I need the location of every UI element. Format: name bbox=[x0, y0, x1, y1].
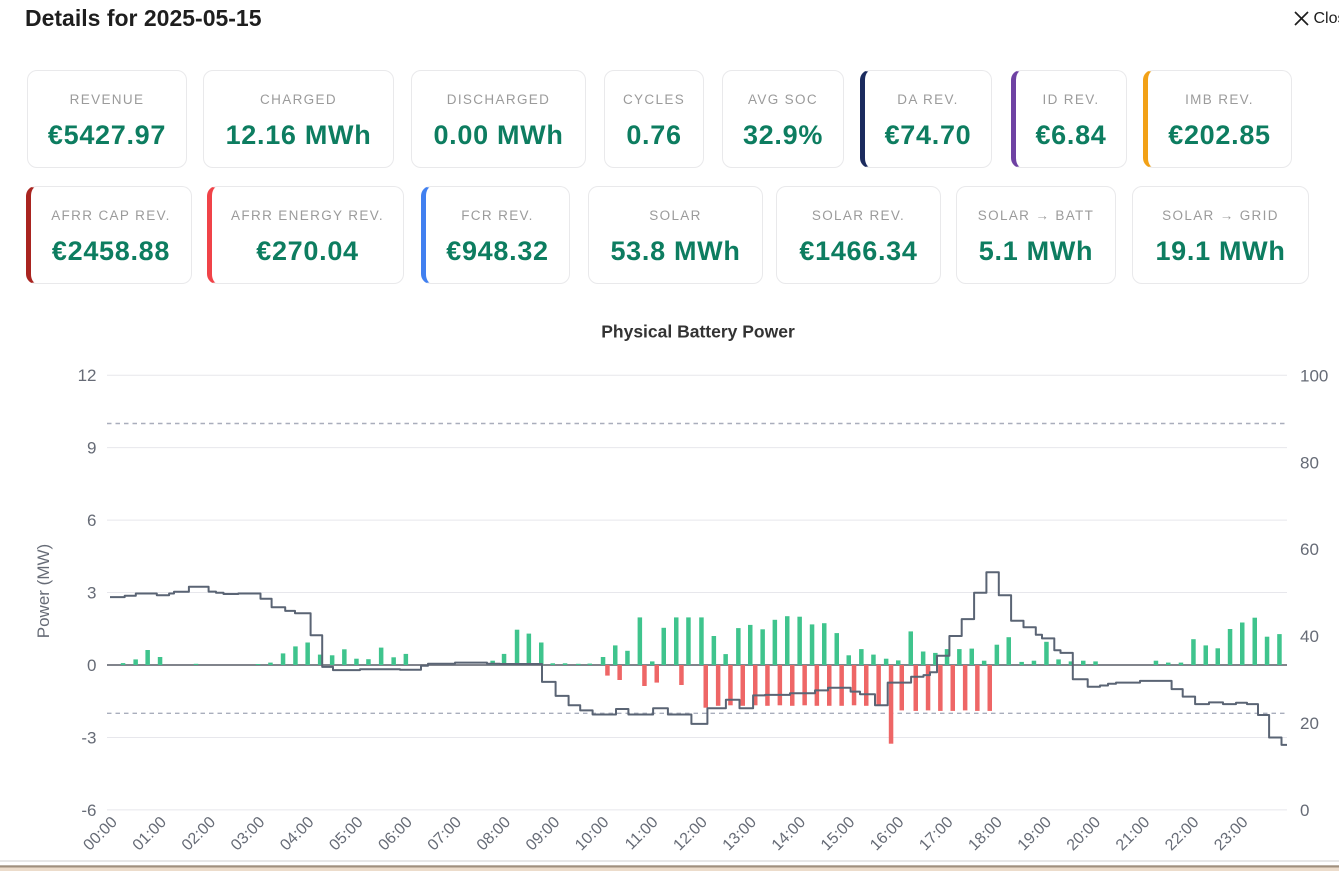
svg-text:21:00: 21:00 bbox=[1113, 814, 1153, 854]
svg-text:19:00: 19:00 bbox=[1015, 814, 1055, 854]
svg-text:9: 9 bbox=[87, 439, 96, 458]
svg-text:12:00: 12:00 bbox=[670, 814, 710, 854]
svg-text:100: 100 bbox=[1300, 366, 1328, 385]
svg-text:-3: -3 bbox=[81, 728, 96, 747]
svg-text:40: 40 bbox=[1300, 627, 1319, 646]
svg-text:17:00: 17:00 bbox=[916, 814, 956, 854]
svg-text:16:00: 16:00 bbox=[867, 814, 907, 854]
svg-text:15:00: 15:00 bbox=[818, 814, 858, 854]
svg-text:-6: -6 bbox=[81, 801, 96, 820]
svg-text:03:00: 03:00 bbox=[228, 814, 268, 854]
svg-text:04:00: 04:00 bbox=[277, 814, 317, 854]
svg-text:23:00: 23:00 bbox=[1211, 814, 1251, 854]
svg-text:60: 60 bbox=[1300, 540, 1319, 559]
svg-text:Physical Battery Power: Physical Battery Power bbox=[601, 322, 795, 342]
svg-text:80: 80 bbox=[1300, 453, 1319, 472]
svg-text:Power (MW): Power (MW) bbox=[34, 544, 53, 638]
svg-text:12: 12 bbox=[78, 366, 97, 385]
svg-text:6: 6 bbox=[87, 511, 96, 530]
svg-text:18:00: 18:00 bbox=[965, 814, 1005, 854]
svg-text:0: 0 bbox=[87, 656, 96, 675]
svg-text:09:00: 09:00 bbox=[523, 814, 563, 854]
svg-text:14:00: 14:00 bbox=[769, 814, 809, 854]
svg-text:08:00: 08:00 bbox=[474, 814, 514, 854]
svg-text:02:00: 02:00 bbox=[179, 814, 219, 854]
svg-text:10:00: 10:00 bbox=[572, 814, 612, 854]
svg-text:22:00: 22:00 bbox=[1162, 814, 1202, 854]
svg-text:13:00: 13:00 bbox=[720, 814, 760, 854]
svg-text:05:00: 05:00 bbox=[326, 814, 366, 854]
svg-text:06:00: 06:00 bbox=[375, 814, 415, 854]
svg-text:07:00: 07:00 bbox=[425, 814, 465, 854]
svg-text:0: 0 bbox=[1300, 801, 1309, 820]
svg-text:11:00: 11:00 bbox=[622, 814, 662, 854]
svg-text:01:00: 01:00 bbox=[130, 814, 170, 854]
svg-text:3: 3 bbox=[87, 584, 96, 603]
svg-text:20: 20 bbox=[1300, 714, 1319, 733]
svg-text:20:00: 20:00 bbox=[1064, 814, 1104, 854]
